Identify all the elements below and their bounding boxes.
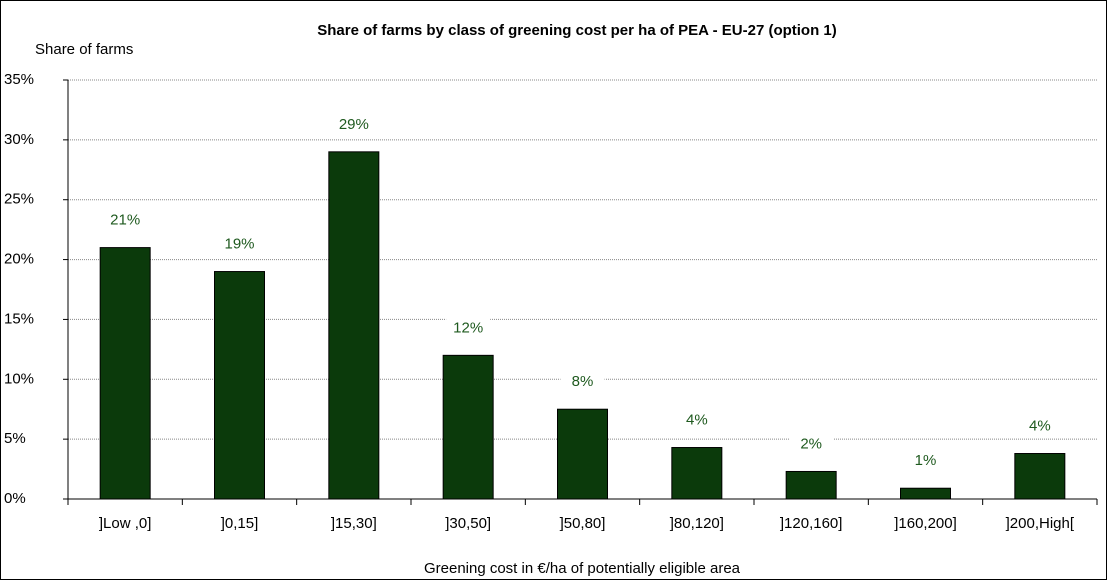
bar bbox=[442, 354, 494, 500]
value-label-bg bbox=[103, 209, 148, 232]
value-label: 4% bbox=[686, 411, 708, 428]
bar bbox=[1014, 453, 1066, 500]
value-label-bg bbox=[789, 433, 834, 456]
x-tick-label: ]0,15] bbox=[221, 515, 259, 532]
value-label: 12% bbox=[453, 319, 483, 336]
bar bbox=[785, 470, 837, 500]
value-label-bg bbox=[331, 113, 376, 136]
bar bbox=[557, 408, 608, 500]
bar bbox=[328, 151, 380, 500]
chart-title: Share of farms by class of greening cost… bbox=[317, 22, 837, 39]
x-tick-label: ]Low ,0] bbox=[99, 515, 152, 532]
y-tick-label: 30% bbox=[4, 131, 34, 148]
value-label-bg bbox=[446, 317, 491, 340]
x-tick-label: ]200,High[ bbox=[1006, 515, 1075, 532]
value-label-bg bbox=[217, 233, 262, 256]
value-label-bg bbox=[674, 409, 719, 432]
y-axis-title: Share of farms bbox=[35, 41, 133, 58]
value-label: 2% bbox=[800, 435, 822, 452]
x-tick-label: ]80,120] bbox=[670, 515, 724, 532]
value-label: 21% bbox=[110, 212, 140, 229]
bar bbox=[214, 271, 265, 500]
x-tick-label: ]30,50] bbox=[445, 515, 491, 532]
x-tick-label: ]160,200] bbox=[894, 515, 957, 532]
value-label: 1% bbox=[915, 452, 937, 469]
value-label-bg bbox=[560, 371, 605, 394]
x-tick-label: ]15,30] bbox=[331, 515, 377, 532]
value-label: 4% bbox=[1029, 417, 1051, 434]
y-tick-label: 5% bbox=[4, 430, 26, 447]
y-tick-label: 35% bbox=[4, 71, 34, 88]
value-label-bg bbox=[903, 450, 948, 473]
y-tick-label: 10% bbox=[4, 370, 34, 387]
y-tick-label: 20% bbox=[4, 251, 34, 268]
x-tick-label: ]120,160] bbox=[780, 515, 843, 532]
value-label-bg bbox=[1017, 415, 1062, 438]
bar bbox=[671, 447, 723, 500]
y-tick-label: 0% bbox=[4, 490, 26, 507]
y-tick-label: 25% bbox=[4, 191, 34, 208]
bar bbox=[99, 247, 151, 500]
value-label: 29% bbox=[339, 116, 369, 133]
bar bbox=[900, 487, 951, 500]
value-label: 8% bbox=[572, 373, 594, 390]
value-label: 19% bbox=[224, 236, 254, 253]
y-tick-label: 15% bbox=[4, 310, 34, 327]
x-axis-title: Greening cost in €/ha of potentially eli… bbox=[424, 560, 741, 577]
x-tick-label: ]50,80] bbox=[560, 515, 606, 532]
